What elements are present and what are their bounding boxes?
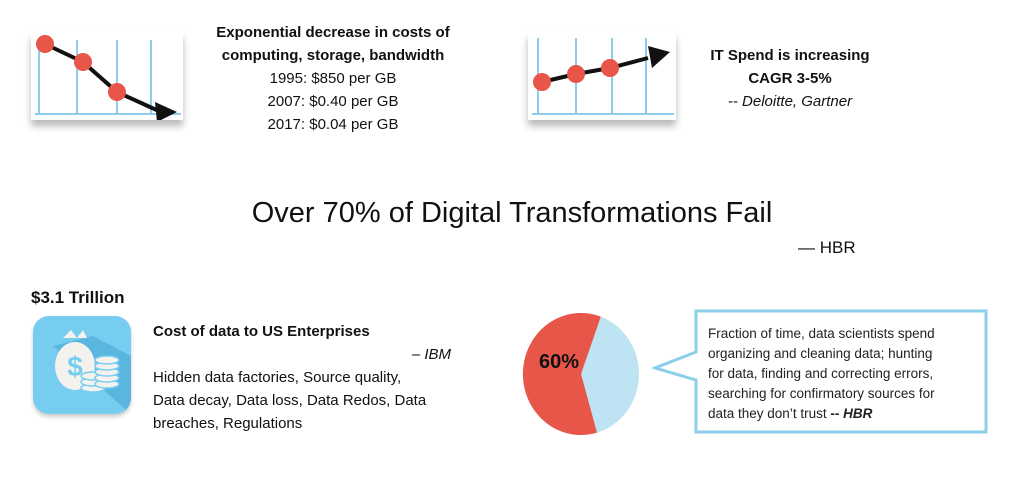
- headline-source: — HBR: [798, 238, 856, 257]
- money-icon-graphic: $: [53, 330, 131, 414]
- costs-line-1995: 1995: $850 per GB: [269, 70, 397, 87]
- data-point: [74, 53, 92, 71]
- pie-60-percent-slice: [522, 312, 601, 435]
- callout-line-1: Fraction of time, data scientists spend: [708, 326, 935, 341]
- bag-top: [63, 330, 87, 338]
- callout-line-3: for data, finding and correcting errors,: [708, 366, 934, 381]
- trend-line: [541, 56, 649, 84]
- spend-title-line2: CAGR 3-5%: [748, 70, 832, 87]
- callout-last-line: data they don’t trust: [708, 406, 827, 421]
- trend-line: [44, 42, 162, 114]
- data-point: [533, 73, 551, 91]
- data-cost-title: Cost of data to US Enterprises: [153, 323, 370, 340]
- time-fraction-pie: 60%: [521, 312, 641, 436]
- callout-text: Fraction of time, data scientists spend …: [708, 324, 984, 424]
- data-cost-body-line2: Data decay, Data loss, Data Redos, Data: [153, 392, 427, 409]
- dollar-glyph: $: [67, 351, 83, 382]
- data-point: [567, 65, 585, 83]
- money-bag-coins-icon: $: [33, 316, 131, 414]
- coin: [94, 355, 120, 365]
- callout-source: -- HBR: [830, 406, 873, 421]
- costs-title-line1: Exponential decrease in costs of: [216, 24, 450, 41]
- pie-percent-label: 60%: [539, 351, 579, 373]
- costs-title-line2: computing, storage, bandwidth: [221, 47, 445, 64]
- data-point: [36, 35, 54, 53]
- callout-line-4: searching for confirmatory sources for: [708, 386, 935, 401]
- pie-chart: 60%: [522, 312, 639, 435]
- callout-bubble: [652, 309, 988, 434]
- callout-border: [652, 309, 988, 434]
- data-cost-body-line1: Hidden data factories, Source quality,: [153, 369, 402, 386]
- spend-title-line1: IT Spend is increasing: [710, 47, 870, 64]
- data-cost-amount: $3.1 Trillion: [31, 288, 125, 307]
- headline: Over 70% of Digital Transformations Fail: [251, 197, 773, 229]
- decreasing-trend-chart: [35, 35, 181, 122]
- arrow-head: [648, 46, 670, 68]
- data-cost-source: – IBM: [411, 346, 451, 363]
- increasing-trend-chart: [532, 38, 674, 115]
- spend-text-block: IT Spend is increasing CAGR 3-5% -- Delo…: [690, 44, 890, 113]
- decreasing-trend-chart-card: [31, 32, 183, 122]
- arrow-head: [155, 102, 177, 122]
- increasing-trend-chart-card: [528, 32, 676, 120]
- callout-line-5: data they don’t trust -- HBR: [708, 404, 984, 424]
- costs-text-block: Exponential decrease in costs of computi…: [196, 21, 470, 136]
- callout-line-2: organizing and cleaning data; hunting: [708, 346, 933, 361]
- costs-line-2007: 2007: $0.40 per GB: [267, 93, 399, 110]
- costs-line-2017: 2017: $0.04 per GB: [267, 116, 399, 133]
- spend-source: -- Deloitte, Gartner: [727, 93, 853, 110]
- data-point: [108, 83, 126, 101]
- data-cost-body-line3: breaches, Regulations: [153, 415, 303, 432]
- data-point: [601, 59, 619, 77]
- data-cost-text-block: Cost of data to US Enterprises – IBM Hid…: [153, 320, 453, 435]
